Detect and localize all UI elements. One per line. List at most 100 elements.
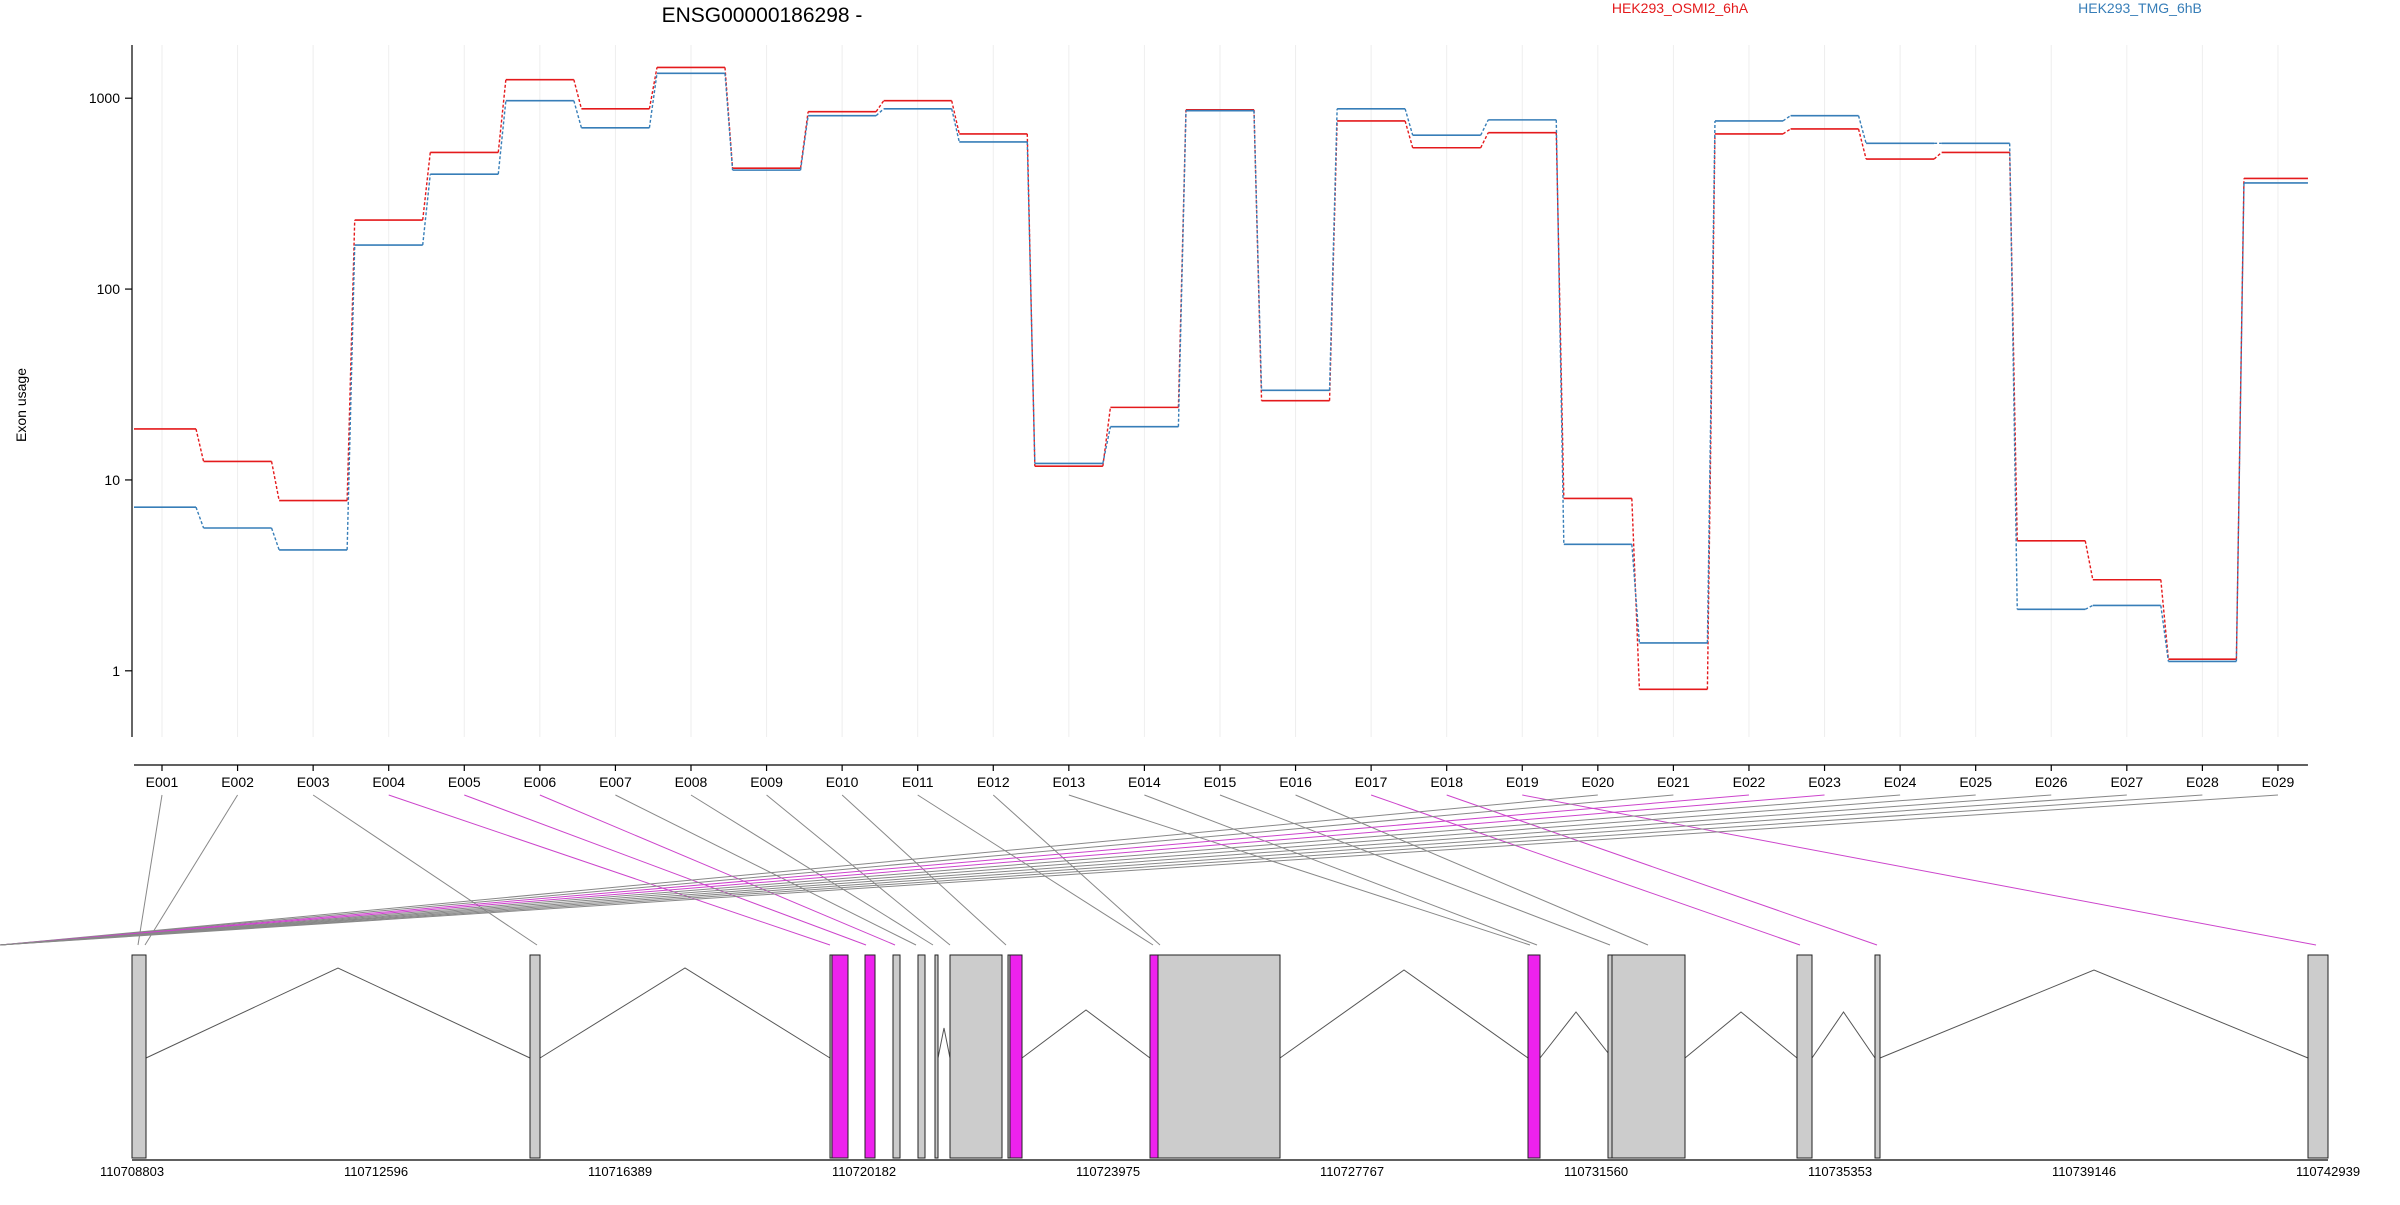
exon-connector-line xyxy=(1219,794,1611,946)
exon-connector-line xyxy=(464,794,867,946)
series-transition xyxy=(1253,110,1263,391)
exon-connector-line xyxy=(388,794,831,946)
exon-connector-line xyxy=(137,794,163,946)
series-lines xyxy=(134,66,2308,691)
exon-box xyxy=(949,954,1003,1159)
series-transition xyxy=(1631,498,1641,690)
series-transition xyxy=(875,108,885,117)
genomic-coordinate-label: 110727767 xyxy=(1320,1164,1384,1179)
exon-box xyxy=(1874,954,1881,1159)
x-tick-label: E007 xyxy=(599,774,632,790)
intron-line xyxy=(1279,969,1529,1059)
gene-model: 110708803 110712596 110716389 110720182 1107… xyxy=(100,954,2360,1179)
series-transition xyxy=(1480,132,1489,149)
genomic-coordinate-label: 110712596 xyxy=(344,1164,408,1179)
exon-connector-line xyxy=(0,794,1598,946)
exon-box-highlight xyxy=(864,954,876,1159)
intron-line xyxy=(1879,969,2309,1059)
intron-line xyxy=(937,1027,951,1059)
exon-connector-line xyxy=(0,794,1674,946)
x-tick-label: E018 xyxy=(1430,774,1463,790)
series-transition xyxy=(2160,579,2170,660)
exon-connector-line xyxy=(992,794,1161,946)
x-tick-label: E026 xyxy=(2035,774,2068,790)
series-transition xyxy=(1555,119,1565,545)
x-tick-label: E001 xyxy=(146,774,179,790)
exon-connector-line xyxy=(0,794,2203,946)
x-tick-label: E002 xyxy=(221,774,254,790)
intron-line xyxy=(539,967,831,1059)
exon-connector-line xyxy=(841,794,1007,946)
exon-connector-line xyxy=(766,794,951,946)
series-transition xyxy=(422,152,431,221)
exon-connector-line xyxy=(539,794,896,946)
series-transition xyxy=(1631,544,1641,643)
exon-connector-line xyxy=(0,794,1976,946)
exon-connector-line xyxy=(144,794,238,946)
x-tick-label: E017 xyxy=(1355,774,1388,790)
series-transition xyxy=(497,100,507,175)
y-axis: 1 10 100 1000 xyxy=(89,45,133,737)
series-transition xyxy=(951,100,960,135)
x-tick-label: E021 xyxy=(1657,774,1690,790)
x-tick-label: E028 xyxy=(2186,774,2219,790)
x-tick-label: E014 xyxy=(1128,774,1161,790)
series-transition xyxy=(195,506,205,529)
exon-box xyxy=(529,954,541,1159)
x-tick-label: E011 xyxy=(902,774,934,790)
intron-line xyxy=(1684,1011,1798,1059)
exon-box-highlight xyxy=(831,954,849,1159)
x-tick-label: E027 xyxy=(2110,774,2143,790)
exon-connector-line xyxy=(1522,794,2317,946)
legend-series-osmi2: HEK293_OSMI2_6hA xyxy=(1612,0,1749,16)
exon-box xyxy=(131,954,147,1159)
series-transition xyxy=(1480,119,1489,136)
series-transition xyxy=(1026,141,1036,464)
series-transition xyxy=(724,73,734,171)
series-osmi2 xyxy=(134,66,2308,691)
series-transition xyxy=(648,67,658,109)
series-transition xyxy=(1782,115,1791,122)
exon-connector-line xyxy=(0,794,1901,946)
x-tick-label: E010 xyxy=(826,774,859,790)
x-axis: E001 E002 E003 E004 E005 E006 E007 E008 E009 E010… xyxy=(134,764,2308,790)
exon-connector-line xyxy=(615,794,917,946)
series-transition xyxy=(195,428,205,462)
exon-connector-line xyxy=(1144,794,1538,946)
y-tick-label: 100 xyxy=(97,281,121,297)
series-transition xyxy=(724,67,734,169)
exon-box xyxy=(1157,954,1281,1159)
intron-line xyxy=(1021,1009,1151,1059)
exon-connector-line xyxy=(917,794,1154,946)
x-tick-label: E008 xyxy=(675,774,708,790)
exon-connector-line xyxy=(1295,794,1649,946)
exon-box-highlight xyxy=(1527,954,1541,1159)
exon-box xyxy=(2307,954,2329,1159)
exon-box-highlight xyxy=(1149,954,1159,1159)
y-tick-label: 10 xyxy=(104,472,120,488)
exon-box xyxy=(1796,954,1813,1159)
intron-line xyxy=(145,967,531,1059)
exon-connector-line xyxy=(0,794,2127,946)
series-transition xyxy=(1782,128,1791,135)
exon-connector-line xyxy=(312,794,538,946)
exon-box xyxy=(934,954,939,1159)
exon-box-highlight xyxy=(1009,954,1023,1159)
series-transition xyxy=(1404,120,1414,148)
x-tick-label: E020 xyxy=(1581,774,1614,790)
series-transition xyxy=(1857,128,1867,160)
legend-series-tmg: HEK293_TMG_6hB xyxy=(2078,0,2202,16)
series-transition xyxy=(422,174,431,246)
y-tick-label: 1000 xyxy=(89,90,120,106)
exon-box xyxy=(892,954,901,1159)
exon-box xyxy=(917,954,926,1159)
series-transition xyxy=(497,79,507,153)
x-tick-label: E016 xyxy=(1279,774,1312,790)
genomic-coordinate-label: 110716389 xyxy=(588,1164,652,1179)
series-transition xyxy=(1933,151,1943,160)
series-transition xyxy=(1404,108,1414,136)
y-axis-label: Exon usage xyxy=(13,368,29,442)
exon-box xyxy=(1611,954,1686,1159)
